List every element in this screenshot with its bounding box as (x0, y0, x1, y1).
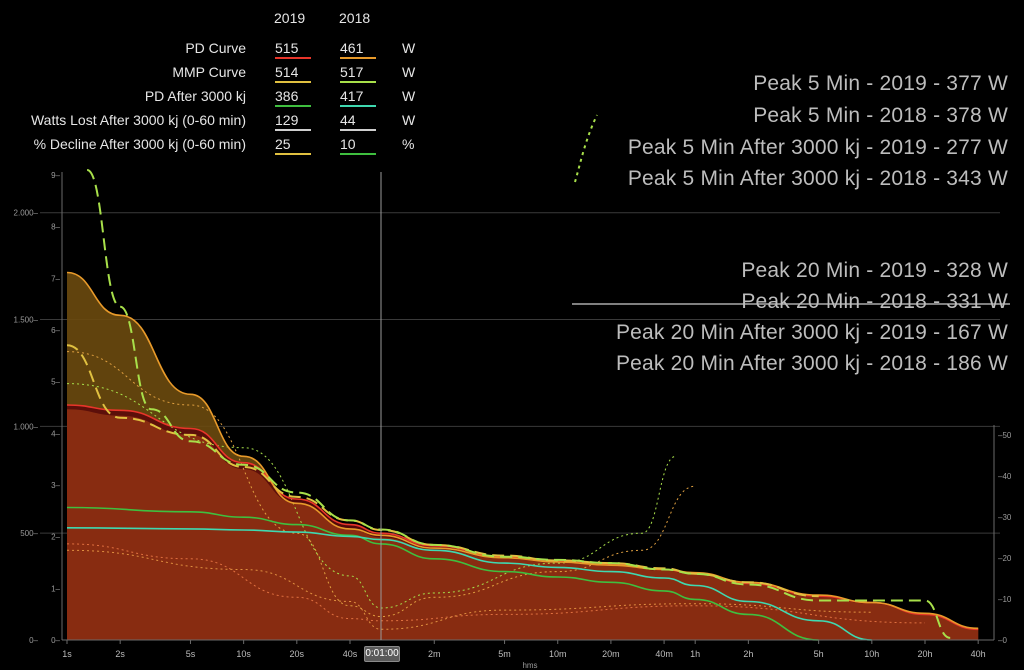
legend-value-2019: 386 (275, 88, 311, 107)
y-left-watt-tick: 500– (20, 529, 38, 538)
legend-color-underline (340, 129, 376, 131)
y-right-tick: –40 (998, 472, 1012, 481)
axes: 0– 500– 1.000– 1.500– 2.000– 0– 1– 2– 3– 4– 5– 6– 7–… (14, 171, 1012, 670)
legend-value-2018: 517 (340, 64, 376, 83)
series-lines (66, 169, 979, 641)
peak-text: Peak 5 Min - 2018 - 378 W (753, 104, 1008, 127)
legend-unit: W (402, 88, 416, 104)
peak-text: Peak 20 Min After 3000 kj - 2018 - 186 W (615, 352, 1008, 375)
x-tick-label: 5h (814, 649, 824, 659)
series-line (66, 527, 872, 641)
x-tick-label: 5m (498, 649, 511, 659)
x-tick-label: 2h (743, 649, 753, 659)
y-left-inner-tick: 0– (51, 636, 60, 645)
y-left-inner-tick: 1– (51, 584, 60, 593)
series-line (66, 506, 819, 641)
x-tick-label: 10h (864, 649, 879, 659)
legend-color-underline (275, 105, 311, 107)
x-tick-label: 10s (236, 649, 251, 659)
x-tick-label: 40s (343, 649, 358, 659)
legend-row-label: PD Curve (185, 40, 246, 56)
y-left-inner-tick: 4– (51, 429, 60, 438)
curve-fill-base (67, 409, 979, 640)
legend-value-2018: 10 (340, 136, 376, 155)
peak-text: Peak 5 Min After 3000 kj - 2018 - 343 W (627, 167, 1008, 190)
y-left-watt-tick: 1.000– (14, 422, 39, 431)
legend-row-label: Watts Lost After 3000 kj (0-60 min) (30, 112, 246, 128)
x-axis-label: hms (522, 661, 537, 670)
legend-color-underline (275, 57, 311, 59)
x-tick-label: 5s (186, 649, 196, 659)
legend-value-2019: 129 (275, 112, 311, 131)
y-left-inner-tick: 8– (51, 223, 60, 232)
x-tick-label: 20h (917, 649, 932, 659)
legend-row-label: % Decline After 3000 kj (0-60 min) (33, 136, 246, 152)
y-left-watt-tick: 2.000– (14, 209, 39, 218)
x-tick-label: 10m (549, 649, 567, 659)
y-left-inner-tick: 9– (51, 171, 60, 180)
y-right-tick: –20 (998, 554, 1012, 563)
y-right-tick: –0 (998, 636, 1007, 645)
series-line (66, 404, 979, 631)
col-2019-header: 2019 (274, 10, 306, 26)
legend-value-2018: 417 (340, 88, 376, 107)
dotted-curve (66, 549, 872, 630)
y-left-inner-tick: 2– (51, 533, 60, 542)
legend-row-label: PD After 3000 kj (144, 88, 246, 104)
peak-text: Peak 20 Min - 2019 - 328 W (741, 259, 1008, 282)
x-tick-label: 2m (428, 649, 441, 659)
x-tick-label: 1h (690, 649, 700, 659)
legend-color-underline (340, 105, 376, 107)
peak-text: Peak 5 Min - 2019 - 377 W (753, 72, 1008, 95)
legend-value-2019: 514 (275, 64, 311, 83)
y-right-tick: –30 (998, 513, 1012, 522)
y-left-inner-tick: 5– (51, 378, 60, 387)
legend-value-2019: 25 (275, 136, 311, 155)
legend-color-underline (340, 81, 376, 83)
y-left-inner-tick: 7– (51, 274, 60, 283)
legend-unit: W (402, 112, 416, 128)
x-tick-label: 40m (655, 649, 673, 659)
legend-color-underline (275, 81, 311, 83)
legend-color-underline (340, 57, 376, 59)
y-left-watt-tick: 1.500– (14, 316, 39, 325)
x-tick-label: 1s (62, 649, 72, 659)
peak-text: Peak 20 Min - 2018 - 331 W (741, 290, 1008, 313)
y-left-inner-tick: 6– (51, 326, 60, 335)
x-tick-label: 40h (971, 649, 986, 659)
legend-unit: % (402, 136, 415, 152)
legend-row-label: MMP Curve (172, 64, 246, 80)
legend-unit: W (402, 64, 416, 80)
legend-unit: W (402, 40, 416, 56)
legend-color-underline (340, 153, 376, 155)
x-tick-label: 20m (602, 649, 620, 659)
y-right-tick: –10 (998, 595, 1012, 604)
y-left-inner-tick: 3– (51, 481, 60, 490)
x-tick-label: 20s (290, 649, 305, 659)
y-right-tick: –50 (998, 431, 1012, 440)
legend-value-2018: 44 (340, 112, 376, 131)
dotted-curve (66, 383, 677, 609)
legend-value-2018: 461 (340, 40, 376, 59)
y-left-watt-tick: 0– (29, 636, 38, 645)
curve-fills (67, 272, 979, 640)
dotted-curve-fragment (574, 114, 598, 183)
legend-value-2019: 515 (275, 40, 311, 59)
legend-color-underline (275, 153, 311, 155)
col-2018-header: 2018 (339, 10, 371, 26)
dotted-curve (66, 351, 696, 618)
legend-color-underline (275, 129, 311, 131)
crosshair-time-label: 0:01:00 (364, 646, 400, 662)
series-line (66, 271, 979, 630)
series-line (86, 169, 951, 639)
x-tick-label: 2s (115, 649, 125, 659)
peak-text: Peak 20 Min After 3000 kj - 2019 - 167 W (615, 321, 1008, 344)
peak-text: Peak 5 Min After 3000 kj - 2019 - 277 W (627, 136, 1008, 159)
